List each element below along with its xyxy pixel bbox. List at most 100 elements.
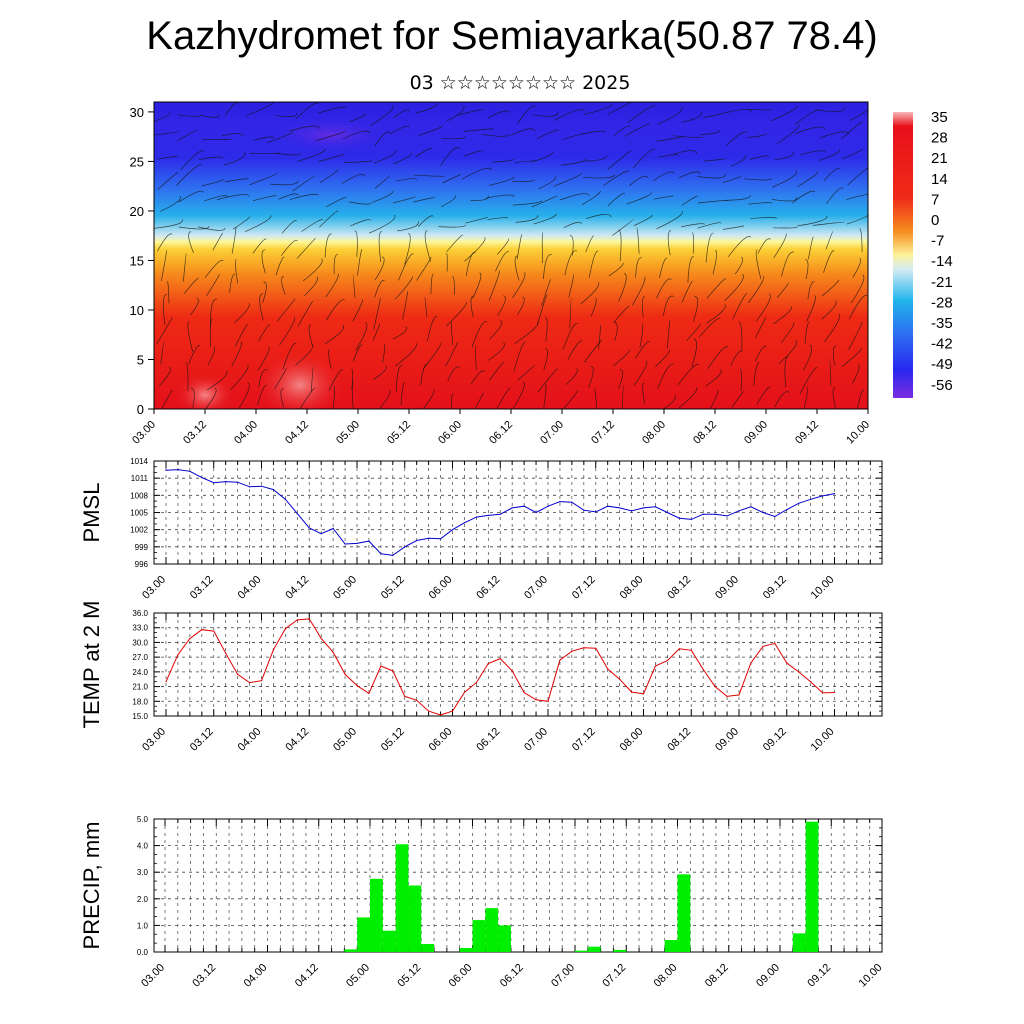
streamline	[709, 389, 719, 409]
streamline	[659, 257, 668, 278]
data-point	[296, 619, 298, 621]
colorbar-label: -42	[931, 336, 953, 353]
heatmap-x-tick-label: 07.00	[538, 419, 566, 447]
streamline	[653, 195, 674, 200]
colorbar-label: -28	[931, 294, 953, 311]
streamline	[190, 297, 199, 316]
streamline	[398, 253, 414, 281]
streamline	[846, 194, 868, 200]
streamline	[446, 252, 448, 272]
data-point	[750, 506, 752, 508]
colorbar-label: 0	[931, 212, 939, 229]
x-tick-label: 08.12	[703, 962, 731, 990]
heatmap-y-tick-label: 5	[137, 352, 144, 367]
x-tick-label: 04.00	[236, 726, 264, 754]
streamline	[771, 105, 798, 122]
streamline	[397, 221, 419, 232]
streamline	[706, 304, 726, 324]
heatmap-x-tick-label: 03.00	[130, 419, 158, 447]
data-point	[260, 680, 263, 682]
streamline	[157, 156, 179, 160]
data-point	[416, 539, 418, 542]
streamline	[231, 226, 237, 254]
data-point	[666, 511, 668, 514]
streamline	[621, 385, 625, 409]
data-point	[559, 659, 561, 661]
streamline	[750, 217, 778, 219]
streamline	[299, 387, 316, 409]
streamline	[848, 295, 868, 320]
colorbar-label: -49	[931, 356, 953, 373]
streamline	[167, 280, 170, 304]
heatmap-y-axis: 0 5 10 15 20 25 30	[130, 105, 154, 417]
page-title: Kazhydromet for Semiayarka(50.87 78.4)	[146, 14, 878, 58]
heatmap-x-tick-label: 09.12	[793, 419, 821, 447]
streamline	[707, 346, 729, 369]
page-subtitle: 03 ☆☆☆☆☆☆☆☆ 2025	[409, 72, 631, 94]
x-tick-label: 08.00	[618, 726, 646, 754]
streamline	[374, 131, 391, 147]
streamline	[178, 225, 210, 230]
streamline	[771, 197, 798, 202]
x-tick-label: 07.00	[549, 962, 577, 990]
streamline	[743, 177, 772, 181]
streamline	[332, 385, 335, 409]
data-point	[762, 645, 764, 647]
streamline	[487, 342, 505, 361]
streamline	[489, 319, 503, 340]
colorbar-label: 14	[931, 171, 948, 188]
pmsl-panel: 996 999 1002 1005 1008 1011 1014 03.00 03.12 04.0…	[79, 457, 883, 602]
data-point	[404, 546, 406, 548]
x-tick-label: 07.00	[522, 574, 550, 602]
y-tick-label: 2.0	[137, 895, 149, 904]
heatmap-x-tick-label: 03.12	[181, 419, 209, 447]
precip-bar	[370, 878, 383, 952]
data-point	[690, 518, 692, 520]
data-point	[165, 681, 167, 683]
precip-bar	[575, 950, 588, 952]
streamline	[841, 121, 864, 140]
streamline	[794, 109, 820, 125]
streamline	[543, 383, 547, 409]
data-point	[392, 554, 394, 557]
streamline	[393, 109, 411, 119]
streamline	[258, 369, 268, 388]
streamline	[470, 195, 489, 201]
heatmap-x-tick-label: 05.12	[385, 419, 413, 447]
y-tick-label: 1014	[130, 457, 148, 466]
streamline	[206, 370, 228, 391]
data-point	[272, 649, 275, 651]
data-point	[475, 516, 477, 518]
streamline	[515, 214, 539, 223]
streamline	[488, 270, 500, 301]
streamline	[829, 358, 832, 386]
streamline	[257, 385, 268, 406]
precip-bar	[472, 920, 486, 952]
streamline	[229, 273, 236, 293]
data-point	[607, 668, 609, 670]
temp2m-panel: 15.0 18.0 21.0 24.0 27.0 30.0 33.0 36.0 03.00 03.…	[79, 601, 883, 754]
streamline	[632, 276, 646, 306]
data-point	[810, 498, 812, 500]
streamline	[773, 233, 787, 258]
streamline	[203, 195, 228, 202]
streamline	[369, 214, 396, 234]
streamline	[678, 387, 698, 409]
y-tick-label: 1.0	[137, 921, 149, 930]
y-tick-label: 36.0	[132, 609, 148, 618]
streamline	[841, 347, 862, 367]
streamline	[259, 293, 264, 321]
x-tick-label: 03.00	[140, 726, 168, 754]
streamline	[351, 381, 354, 409]
data-point	[177, 468, 179, 471]
data-point	[619, 507, 621, 509]
x-tick-label: 09.00	[754, 962, 782, 990]
data-point	[308, 618, 310, 620]
streamline	[559, 193, 590, 201]
x-tick-label: 07.12	[570, 574, 598, 602]
streamline	[832, 345, 837, 366]
streamline	[627, 105, 656, 123]
y-tick-label: 27.0	[132, 653, 148, 662]
streamline	[852, 364, 860, 384]
